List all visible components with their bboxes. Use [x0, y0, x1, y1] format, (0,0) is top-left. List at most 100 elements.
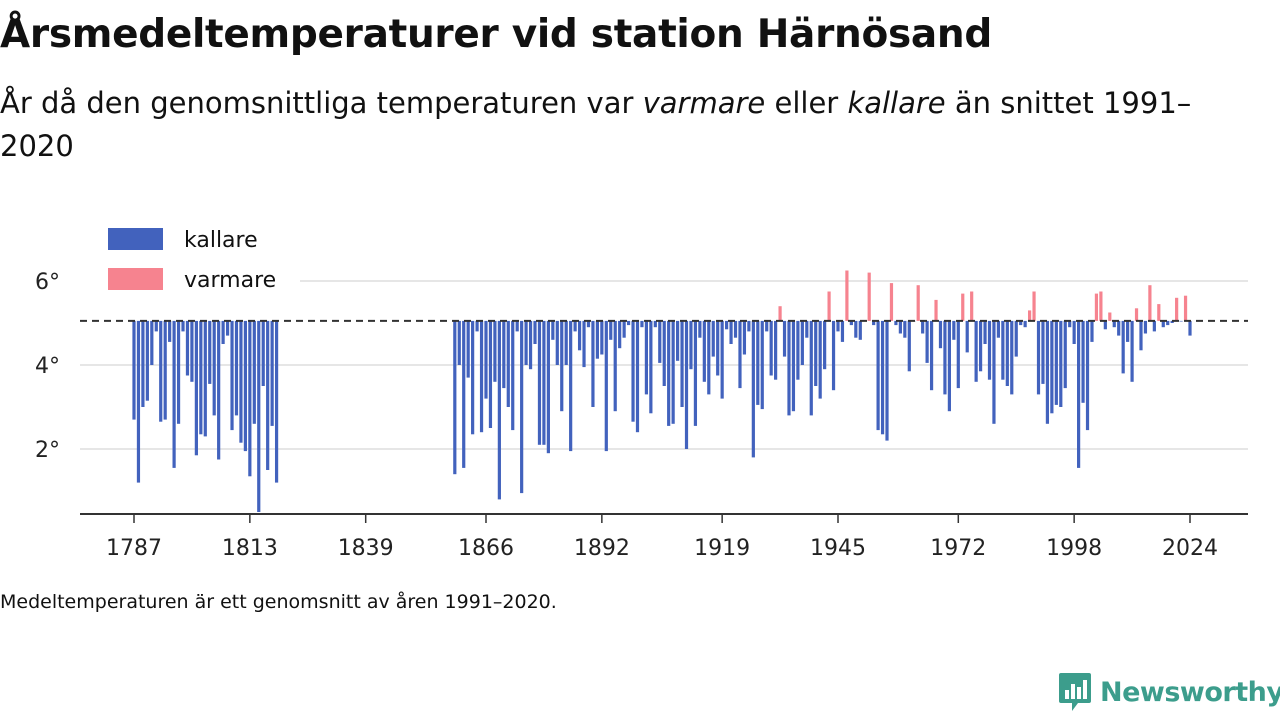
bar-kallare [591, 320, 595, 407]
bar-kallare [1126, 320, 1130, 342]
bar-kallare [1019, 320, 1023, 326]
bar-kallare [689, 320, 693, 370]
bar-kallare [252, 320, 256, 424]
bar-kallare [1179, 320, 1183, 322]
bar-varmare [1183, 295, 1188, 321]
x-tick-label: 1866 [458, 536, 514, 561]
bar-kallare [707, 320, 711, 395]
bar-kallare [787, 320, 791, 416]
bar-varmare [970, 291, 974, 321]
bar-kallare [965, 320, 969, 353]
bar-kallare [938, 320, 943, 349]
bar-kallare [1161, 320, 1165, 328]
bar-kallare [604, 320, 608, 452]
bar-kallare [671, 320, 675, 424]
bar-kallare [876, 320, 880, 431]
bar-kallare [831, 320, 836, 391]
bar-kallare [711, 320, 715, 357]
bar-kallare [248, 320, 252, 477]
bar-kallare [176, 320, 181, 424]
bar-kallare [274, 320, 279, 483]
bar-varmare [1108, 312, 1112, 321]
bar-kallare [613, 320, 617, 412]
bar-kallare [805, 320, 809, 338]
bar-kallare [234, 320, 239, 416]
bar-kallare [1139, 320, 1143, 351]
bar-kallare [1045, 320, 1050, 424]
bar-kallare [885, 320, 889, 441]
bar-kallare [791, 320, 796, 412]
bar-kallare [1152, 320, 1156, 332]
bar-kallare [974, 320, 978, 382]
y-axis-labels: 2° 4° 6° [35, 270, 60, 463]
bar-kallare [760, 320, 764, 410]
bar-kallare [136, 320, 141, 483]
bar-kallare [742, 320, 747, 355]
bar-kallare [159, 320, 163, 422]
bar-kallare [533, 320, 537, 344]
y-tick-label: 2° [35, 438, 60, 463]
legend-label-kallare: kallare [184, 228, 258, 253]
bar-kallare [836, 320, 840, 332]
bar-kallare [466, 320, 470, 378]
bar-kallare [1112, 320, 1116, 328]
bar-kallare [635, 320, 640, 433]
bar-kallare [1077, 320, 1081, 468]
legend-label-varmare: varmare [184, 268, 276, 293]
bar-kallare [1117, 320, 1121, 336]
bar-kallare [484, 320, 488, 399]
legend-swatch-varmare [108, 268, 163, 290]
x-tick-label: 1813 [222, 536, 278, 561]
bar-kallare [983, 320, 987, 344]
bar-kallare [493, 320, 497, 382]
bar-kallare [132, 320, 136, 420]
bar-kallare [658, 320, 662, 363]
bar-kallare [471, 320, 475, 435]
bar-kallare [475, 320, 479, 332]
bar-kallare [488, 320, 493, 428]
bar-kallare [800, 320, 804, 365]
y-tick-label: 6° [35, 270, 60, 295]
bar-kallare [542, 320, 546, 445]
legend-swatch-kallare [108, 228, 163, 250]
bar-kallare [733, 320, 738, 338]
subtitle-warm-word: varmare [642, 86, 766, 120]
bar-kallare [145, 320, 149, 401]
bar-varmare [1134, 308, 1139, 321]
bar-varmare [845, 270, 849, 321]
bar-kallare [649, 320, 653, 414]
y-tick-label: 4° [35, 354, 60, 379]
bar-kallare [894, 320, 898, 326]
bar-varmare [916, 285, 920, 321]
bar-kallare [453, 320, 457, 475]
bar-kallare [738, 320, 742, 389]
bar-kallare [546, 320, 550, 454]
bar-kallare [551, 320, 555, 340]
bar-kallare [479, 320, 484, 433]
bar-kallare [524, 320, 528, 365]
bar-varmare [1094, 293, 1099, 321]
bar-varmare [1028, 310, 1032, 321]
bar-kallare [702, 320, 706, 382]
bar-kallare [1121, 320, 1125, 374]
bar-kallare [270, 320, 274, 426]
bar-kallare [925, 320, 929, 363]
bar-kallare [243, 320, 247, 452]
subtitle-part-2: eller [765, 86, 848, 120]
bar-kallare [858, 320, 862, 340]
bar-kallare [684, 320, 689, 449]
x-tick-label: 1892 [574, 536, 630, 561]
x-tick-label: 1787 [106, 536, 162, 561]
bars [132, 270, 1192, 512]
subtitle-part-1: År då den genomsnittliga temperaturen va… [0, 86, 643, 120]
bar-kallare [725, 320, 729, 330]
bar-kallare [1063, 320, 1067, 389]
bar-kallare [239, 320, 243, 443]
brand-name: Newsworthy [1100, 676, 1280, 708]
x-tick-label: 1919 [694, 536, 750, 561]
bar-kallare [225, 320, 230, 336]
bar-kallare [528, 320, 533, 370]
bar-kallare [1103, 320, 1107, 330]
bar-varmare [778, 306, 782, 321]
subtitle-part-3: än snittet 1991–2020 [0, 86, 1192, 163]
